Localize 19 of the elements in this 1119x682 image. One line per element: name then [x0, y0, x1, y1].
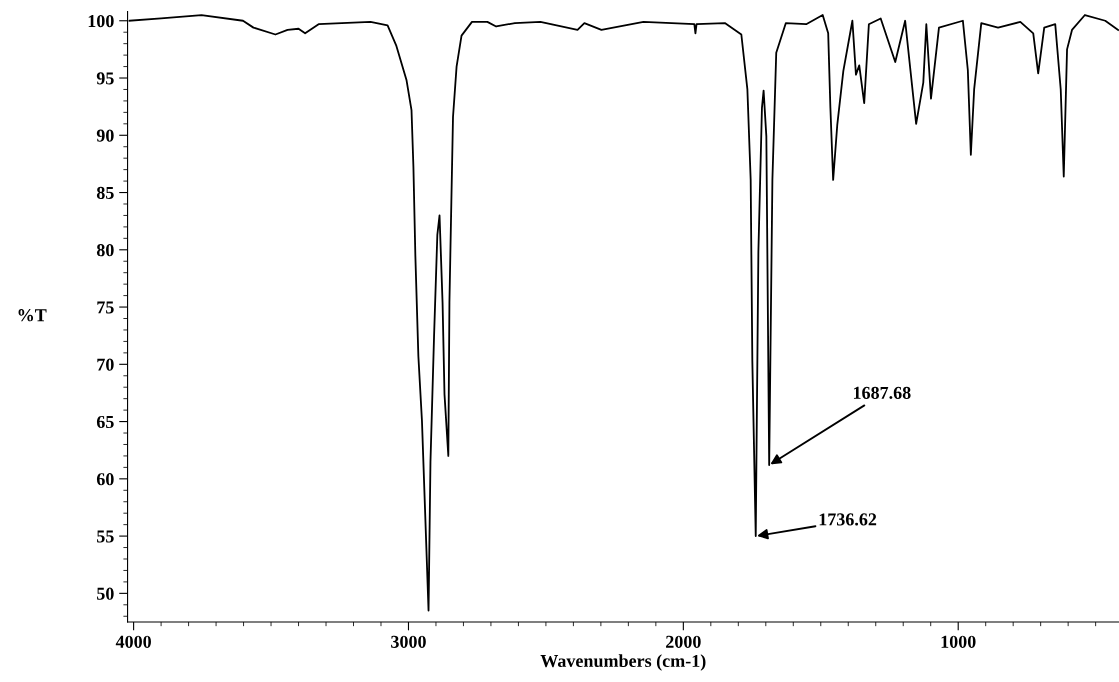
y-axis-title: %T	[18, 309, 47, 322]
y-tick-label: 65	[96, 415, 114, 429]
y-tick-label: 85	[96, 186, 114, 199]
x-tick-label: 1000	[941, 635, 976, 648]
x-axis-title: Wavenumbers (cm-1)	[540, 654, 706, 671]
y-tick-label: 50	[97, 587, 114, 600]
annotation: 1736.62	[819, 513, 877, 526]
y-tick-label: 90	[96, 129, 114, 142]
y-tick-label: 60	[96, 473, 114, 486]
annotation: 1687.68	[853, 386, 911, 399]
x-tick-label: 2000	[666, 635, 701, 648]
y-tick-label: 80	[96, 244, 114, 257]
y-tick-label: 100	[88, 15, 114, 28]
x-tick-label: 3000	[391, 635, 426, 648]
x-tick-label: 4000	[115, 635, 151, 648]
y-tick-label: 75	[97, 301, 114, 314]
y-tick-label: 95	[96, 72, 114, 85]
y-tick-label: 70	[97, 358, 114, 371]
y-tick-label: 55	[97, 530, 114, 543]
